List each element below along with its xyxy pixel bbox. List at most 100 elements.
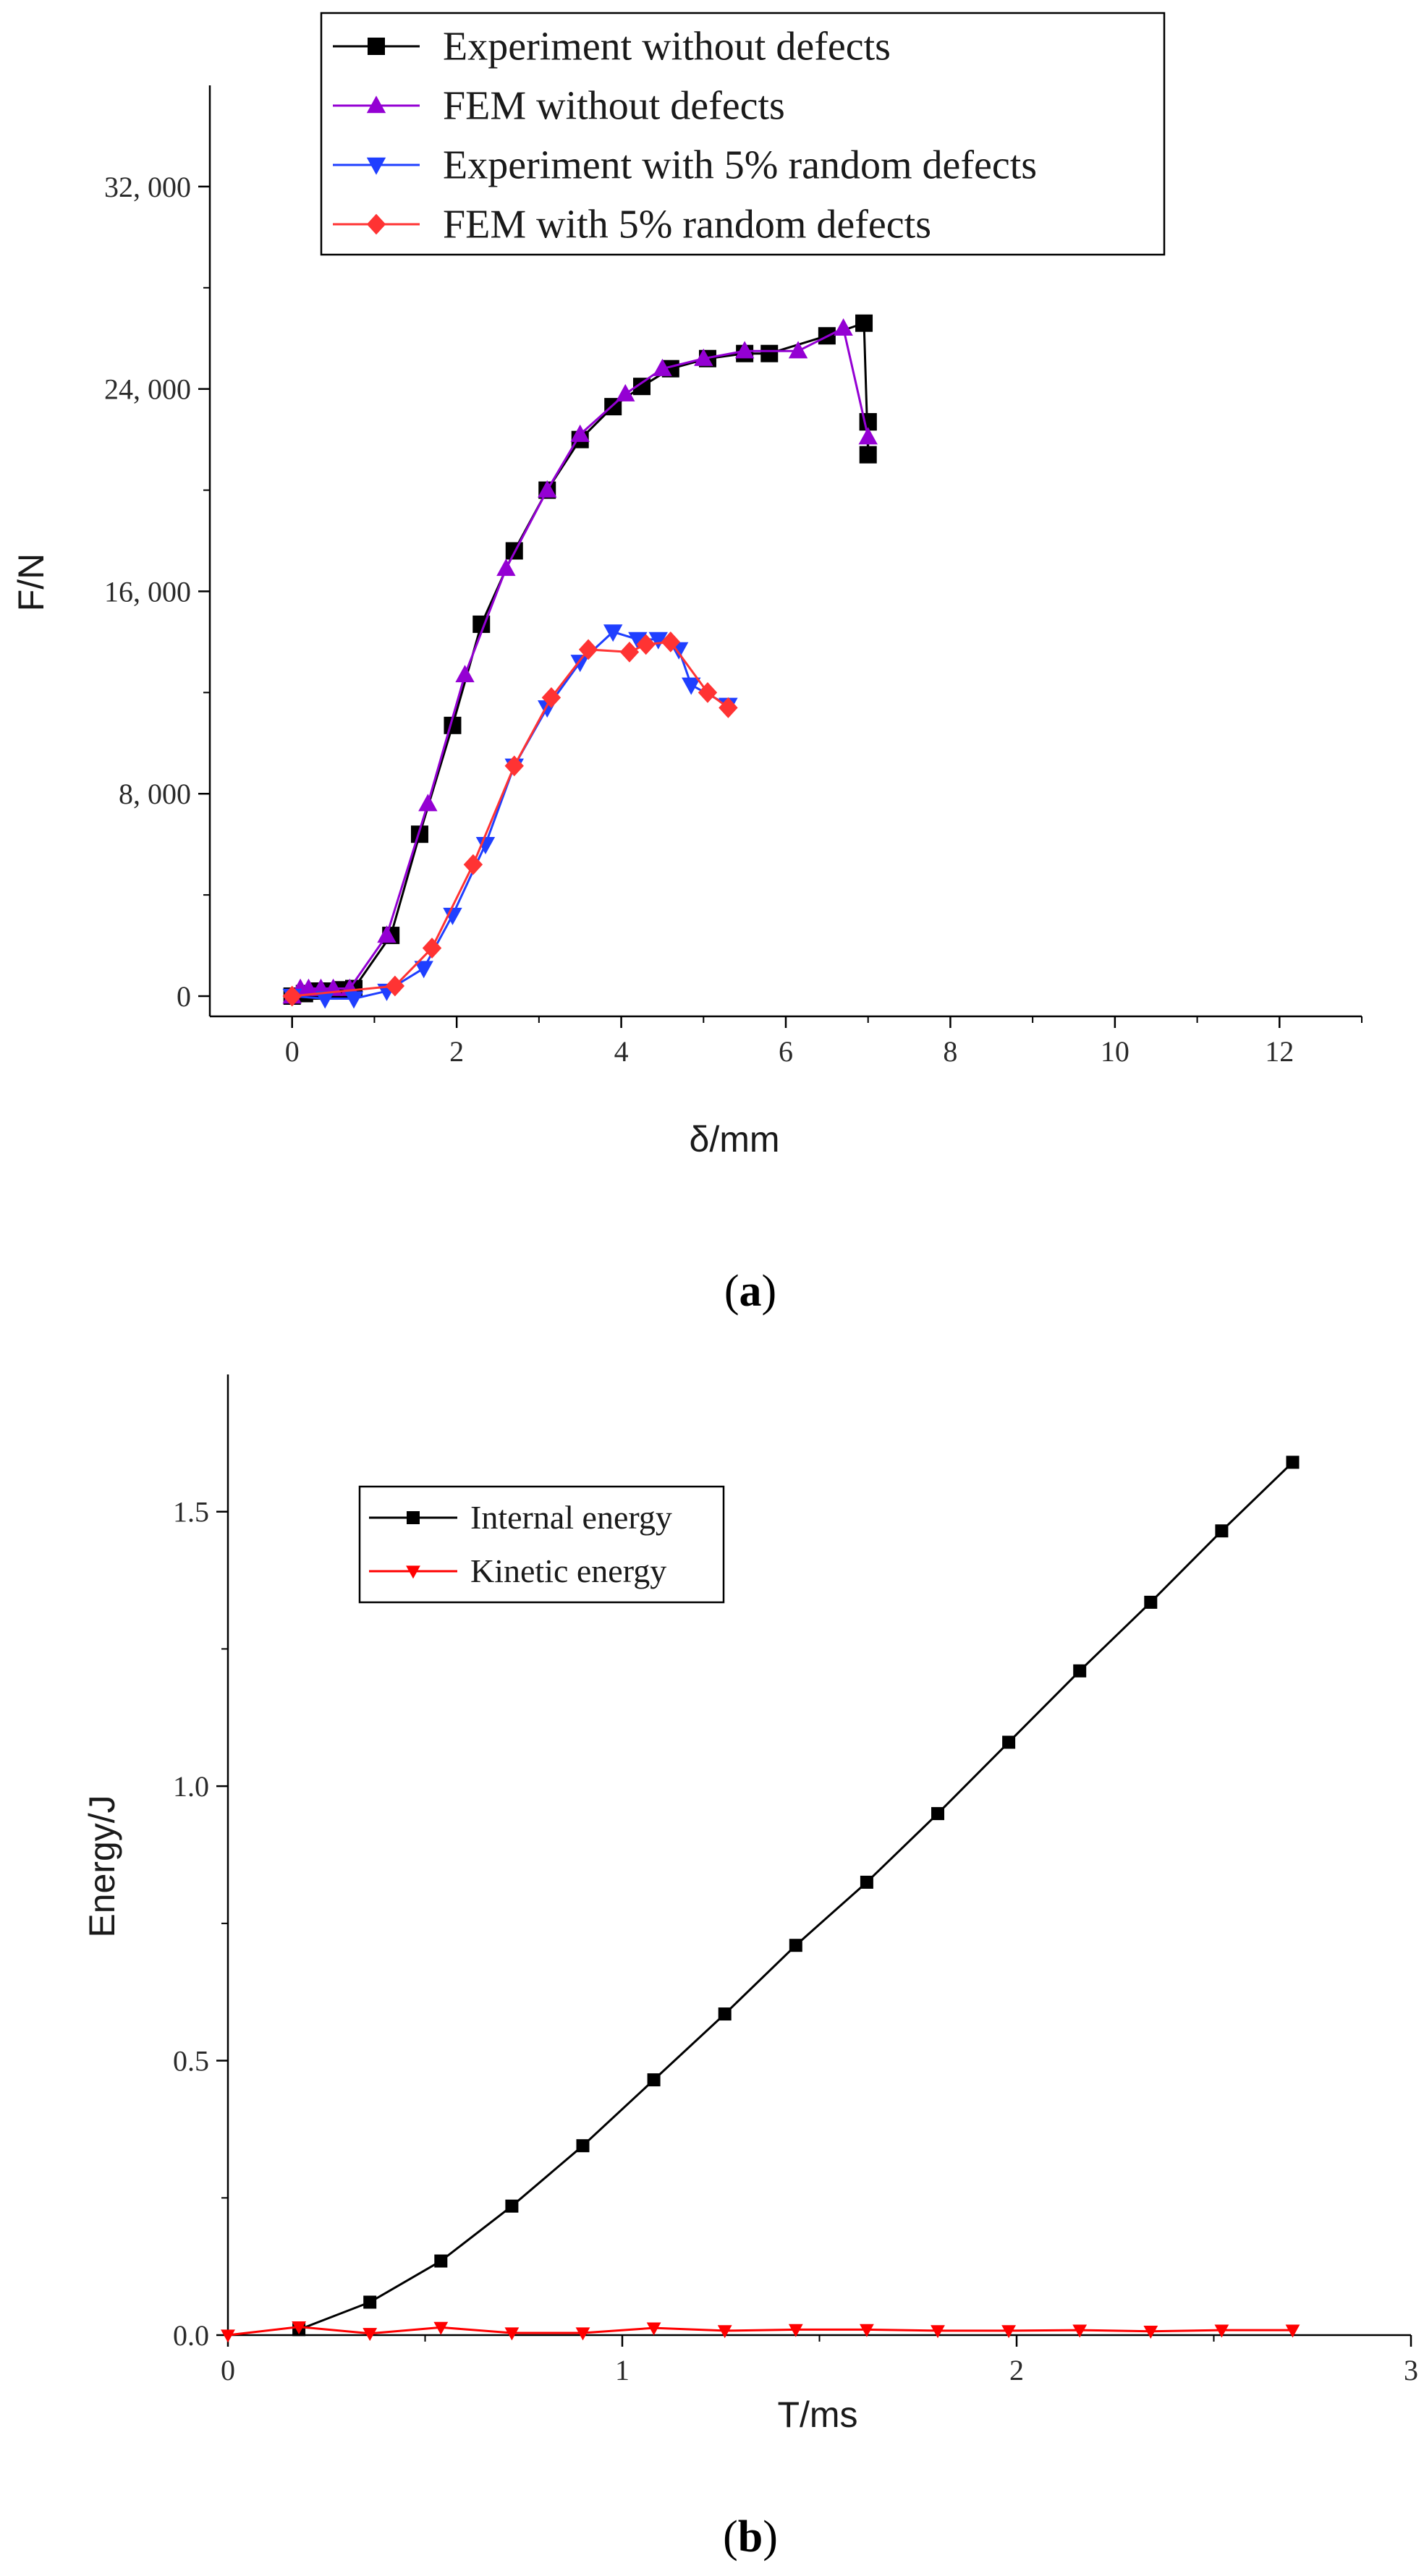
chart-b-legend: Internal energy Kinetic energy [358, 1485, 725, 1604]
chart-b-axes: 0.0 0.5 1.0 1.5 0 1 2 3 [173, 1374, 1418, 2386]
chart-a-data-point [648, 632, 668, 650]
chart-b-data-point [718, 2007, 732, 2021]
chart-b-data-point [717, 2325, 732, 2339]
chart-b-data-point [1143, 2326, 1158, 2339]
chart-b-y-tick-label: 1.5 [173, 1496, 209, 1529]
chart-a-data-point [570, 424, 590, 442]
chart-a-data-point [443, 907, 462, 925]
chart-a-data-point [653, 358, 672, 376]
chart-a-data-point [385, 975, 405, 997]
chart-a-data-point [504, 755, 524, 777]
chart-a-data-point [578, 639, 598, 660]
chart-a-xlabel: δ/mm [689, 1119, 779, 1160]
chart-b-xlabel: T/ms [777, 2394, 857, 2435]
chart-b-data-point [434, 2254, 448, 2268]
chart-a-x-tick-label: 6 [779, 1035, 793, 1068]
chart-a-y-tick-label: 0 [177, 980, 191, 1013]
chart-a-data-point [414, 961, 433, 979]
chart-a-data-point [859, 446, 877, 464]
chart-a-data-point [463, 854, 483, 875]
chart-a-data-point [418, 794, 438, 812]
chart-a-data-point [788, 341, 808, 359]
chart-a-data-point [719, 697, 738, 718]
chart-a-data-point [760, 344, 779, 362]
chart-b: 0.0 0.5 1.0 1.5 0 1 2 3 Internal energy Kinetic … [82, 1374, 1418, 2435]
chart-b-legend-marker-kinetic-energy [406, 1565, 420, 1579]
chart-a-data-point [834, 318, 853, 336]
chart-a-data-point [315, 991, 335, 1009]
chart-a-data-point [377, 925, 397, 943]
chart-a-y-tick-label: 8, 000 [119, 778, 191, 810]
caption-a-letter: a [739, 1267, 762, 1316]
chart-b-data-point [1214, 2324, 1229, 2338]
chart-a-axes: 0 8, 000 16, 000 24, 000 32, 000 0 2 4 6 8 10 12 [104, 85, 1362, 1068]
chart-a-data-point [299, 978, 318, 996]
chart-a-data-point [698, 681, 718, 703]
chart-b-data-point [363, 2328, 378, 2342]
chart-b-data-point [433, 2321, 449, 2335]
chart-b-data-point [647, 2073, 661, 2087]
chart-a-data-point [636, 634, 656, 655]
chart-a-legend-box [320, 12, 1166, 256]
chart-a-x-tick-label: 8 [943, 1035, 957, 1068]
chart-b-x-tick-label: 2 [1009, 2354, 1024, 2386]
chart-a-legend-marker-fem-without-defects [366, 95, 386, 114]
chart-b-x-tick-label: 1 [615, 2354, 630, 2386]
chart-a-x-tick-label: 2 [449, 1035, 464, 1068]
chart-a-data-point [541, 686, 561, 708]
chart-a-data-point [619, 641, 640, 663]
chart-a-legend-marker-experiment-without-defects [368, 38, 385, 55]
chart-b-legend-label-kinetic-energy: Kinetic energy [470, 1552, 666, 1589]
chart-b-data-point [1285, 2324, 1300, 2338]
chart-a-legend-marker-fem-with-5-random-defects [366, 213, 386, 235]
chart-a-data-point [628, 632, 648, 650]
chart-a-data-point [603, 624, 623, 642]
chart-b-data-point [789, 1939, 802, 1952]
chart-a-data-point [475, 836, 496, 854]
chart-b-data-point [1144, 1595, 1158, 1609]
caption-a: (a) [724, 1267, 776, 1316]
chart-a-legend-label-fem-with-5-random-defects: FEM with 5% random defects [443, 202, 931, 247]
caption-a-close: ) [762, 1267, 777, 1316]
chart-a-data-point [496, 558, 516, 577]
chart-a-legend-label-fem-without-defects: FEM without defects [443, 83, 785, 128]
chart-a-data-point [858, 427, 878, 445]
chart-a: 0 8, 000 16, 000 24, 000 32, 000 0 2 4 6 8 10 12 Ex… [11, 12, 1362, 1160]
chart-b-data-point [646, 2322, 661, 2336]
chart-a-legend: Experiment without defects FEM without de… [320, 12, 1166, 256]
chart-b-legend-marker-internal-energy [407, 1511, 420, 1524]
chart-a-ylabel: F/N [11, 553, 51, 612]
chart-b-series-line-kinetic-energy [227, 2326, 1293, 2337]
chart-b-data-point [575, 2327, 590, 2341]
chart-b-data-point [860, 2324, 874, 2337]
chart-a-data-point [694, 348, 713, 366]
chart-a-legend-label-experiment-without-defects: Experiment without defects [443, 24, 891, 69]
chart-b-series-internal-energy [292, 1455, 1300, 2337]
caption-b-letter: b [738, 2512, 763, 2562]
chart-b-data-point [1286, 1455, 1300, 1469]
caption-b-open: ( [723, 2512, 738, 2562]
chart-b-data-point [505, 2199, 519, 2213]
chart-b-data-point [788, 2324, 803, 2337]
chart-a-y-tick-label: 32, 000 [104, 171, 191, 203]
chart-b-ylabel: Energy/J [82, 1795, 122, 1937]
chart-a-legend-label-experiment-with-5-random-defects: Experiment with 5% random defects [443, 143, 1037, 187]
chart-a-data-point [422, 938, 442, 958]
chart-a-data-point [661, 632, 680, 652]
chart-b-data-point [1073, 1664, 1087, 1678]
chart-a-data-point [570, 655, 590, 673]
caption-b-close: ) [763, 2512, 778, 2562]
chart-a-data-point [855, 314, 873, 332]
chart-a-legend-marker-experiment-with-5-random-defects [366, 157, 386, 175]
chart-a-series [282, 314, 878, 1009]
caption-a-open: ( [724, 1267, 739, 1316]
chart-b-data-point [931, 1807, 944, 1821]
chart-b-data-point [576, 2139, 590, 2153]
chart-b-data-point [1001, 2325, 1016, 2339]
chart-a-y-tick-label: 16, 000 [104, 575, 191, 608]
chart-a-data-point [538, 480, 557, 498]
chart-b-data-point [221, 2329, 235, 2343]
chart-a-x-tick-label: 0 [285, 1035, 300, 1068]
